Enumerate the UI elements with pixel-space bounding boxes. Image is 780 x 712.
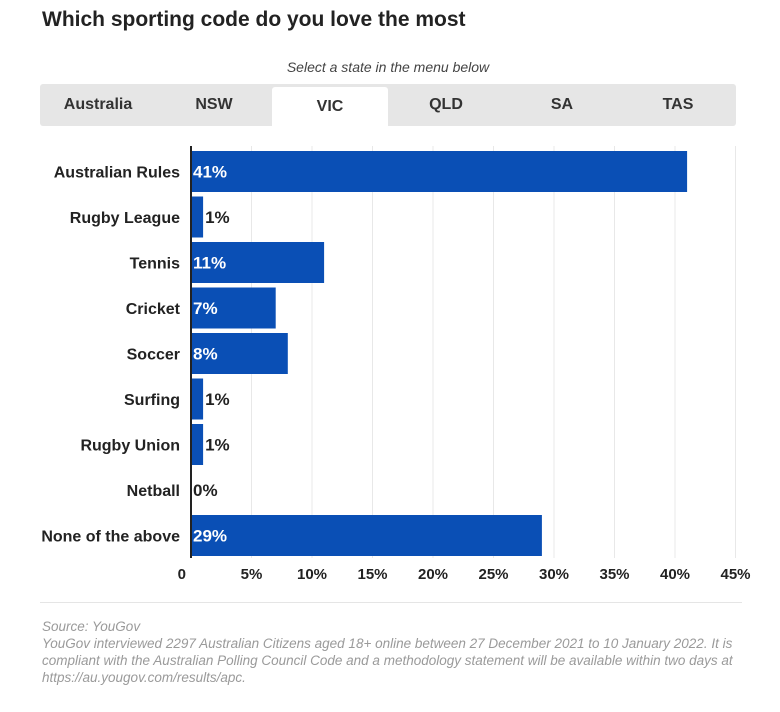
data-label: 7% [193, 299, 218, 318]
category-label: Tennis [130, 256, 180, 273]
x-tick-label: 20% [418, 566, 448, 583]
x-tick-label: 30% [539, 566, 569, 583]
category-label: Rugby Union [80, 438, 180, 455]
tab-sa[interactable]: SA [550, 96, 574, 113]
bar-chart: Australian Rules 41% Rugby League 1% Tennis 1… [41, 146, 751, 583]
data-label: 29% [193, 527, 227, 546]
category-label: Cricket [126, 301, 181, 318]
bar [191, 242, 325, 283]
bar [191, 378, 204, 420]
category-label: Soccer [127, 347, 180, 364]
data-label: 41% [193, 163, 227, 182]
x-tick-label: 0 [178, 566, 186, 583]
category-label: Australian Rules [54, 165, 180, 182]
bar [191, 424, 204, 465]
data-label: 11% [193, 254, 226, 273]
data-label: 1% [205, 390, 230, 409]
x-tick-label: 10% [297, 566, 327, 583]
methodology-note: YouGov interviewed 2297 Australian Citiz… [42, 636, 733, 685]
data-label: 8% [193, 345, 218, 364]
tab-nsw[interactable]: NSW [195, 96, 233, 113]
category-label: Surfing [124, 392, 180, 409]
tab-qld[interactable]: QLD [429, 96, 463, 113]
x-tick-label: 45% [720, 566, 750, 583]
x-tick-label: 40% [660, 566, 690, 583]
x-tick-label: 35% [599, 566, 629, 583]
category-label: None of the above [41, 529, 180, 546]
bar [191, 515, 542, 556]
category-label: Netball [127, 483, 180, 500]
data-label: 1% [205, 436, 230, 455]
bar [191, 287, 276, 329]
x-tick-label: 25% [478, 566, 508, 583]
chart-title: Which sporting code do you love the most [42, 8, 466, 31]
state-tab-bar: Australia NSW VIC QLD SA TAS [40, 84, 736, 126]
bar [191, 151, 688, 192]
data-label: 0% [193, 481, 218, 500]
x-tick-label: 15% [357, 566, 387, 583]
tab-australia[interactable]: Australia [63, 96, 133, 113]
divider [40, 602, 742, 603]
data-label: 1% [205, 208, 230, 227]
state-menu-hint: Select a state in the menu below [286, 59, 490, 75]
tab-tas[interactable]: TAS [662, 96, 694, 113]
source-note: Source: YouGov YouGov interviewed 2297 A… [42, 618, 742, 686]
tab-vic[interactable]: VIC [272, 87, 388, 126]
source-line: Source: YouGov [42, 619, 141, 634]
bar [191, 196, 204, 238]
category-label: Rugby League [70, 210, 180, 227]
bar [191, 333, 288, 374]
x-tick-label: 5% [241, 566, 263, 583]
